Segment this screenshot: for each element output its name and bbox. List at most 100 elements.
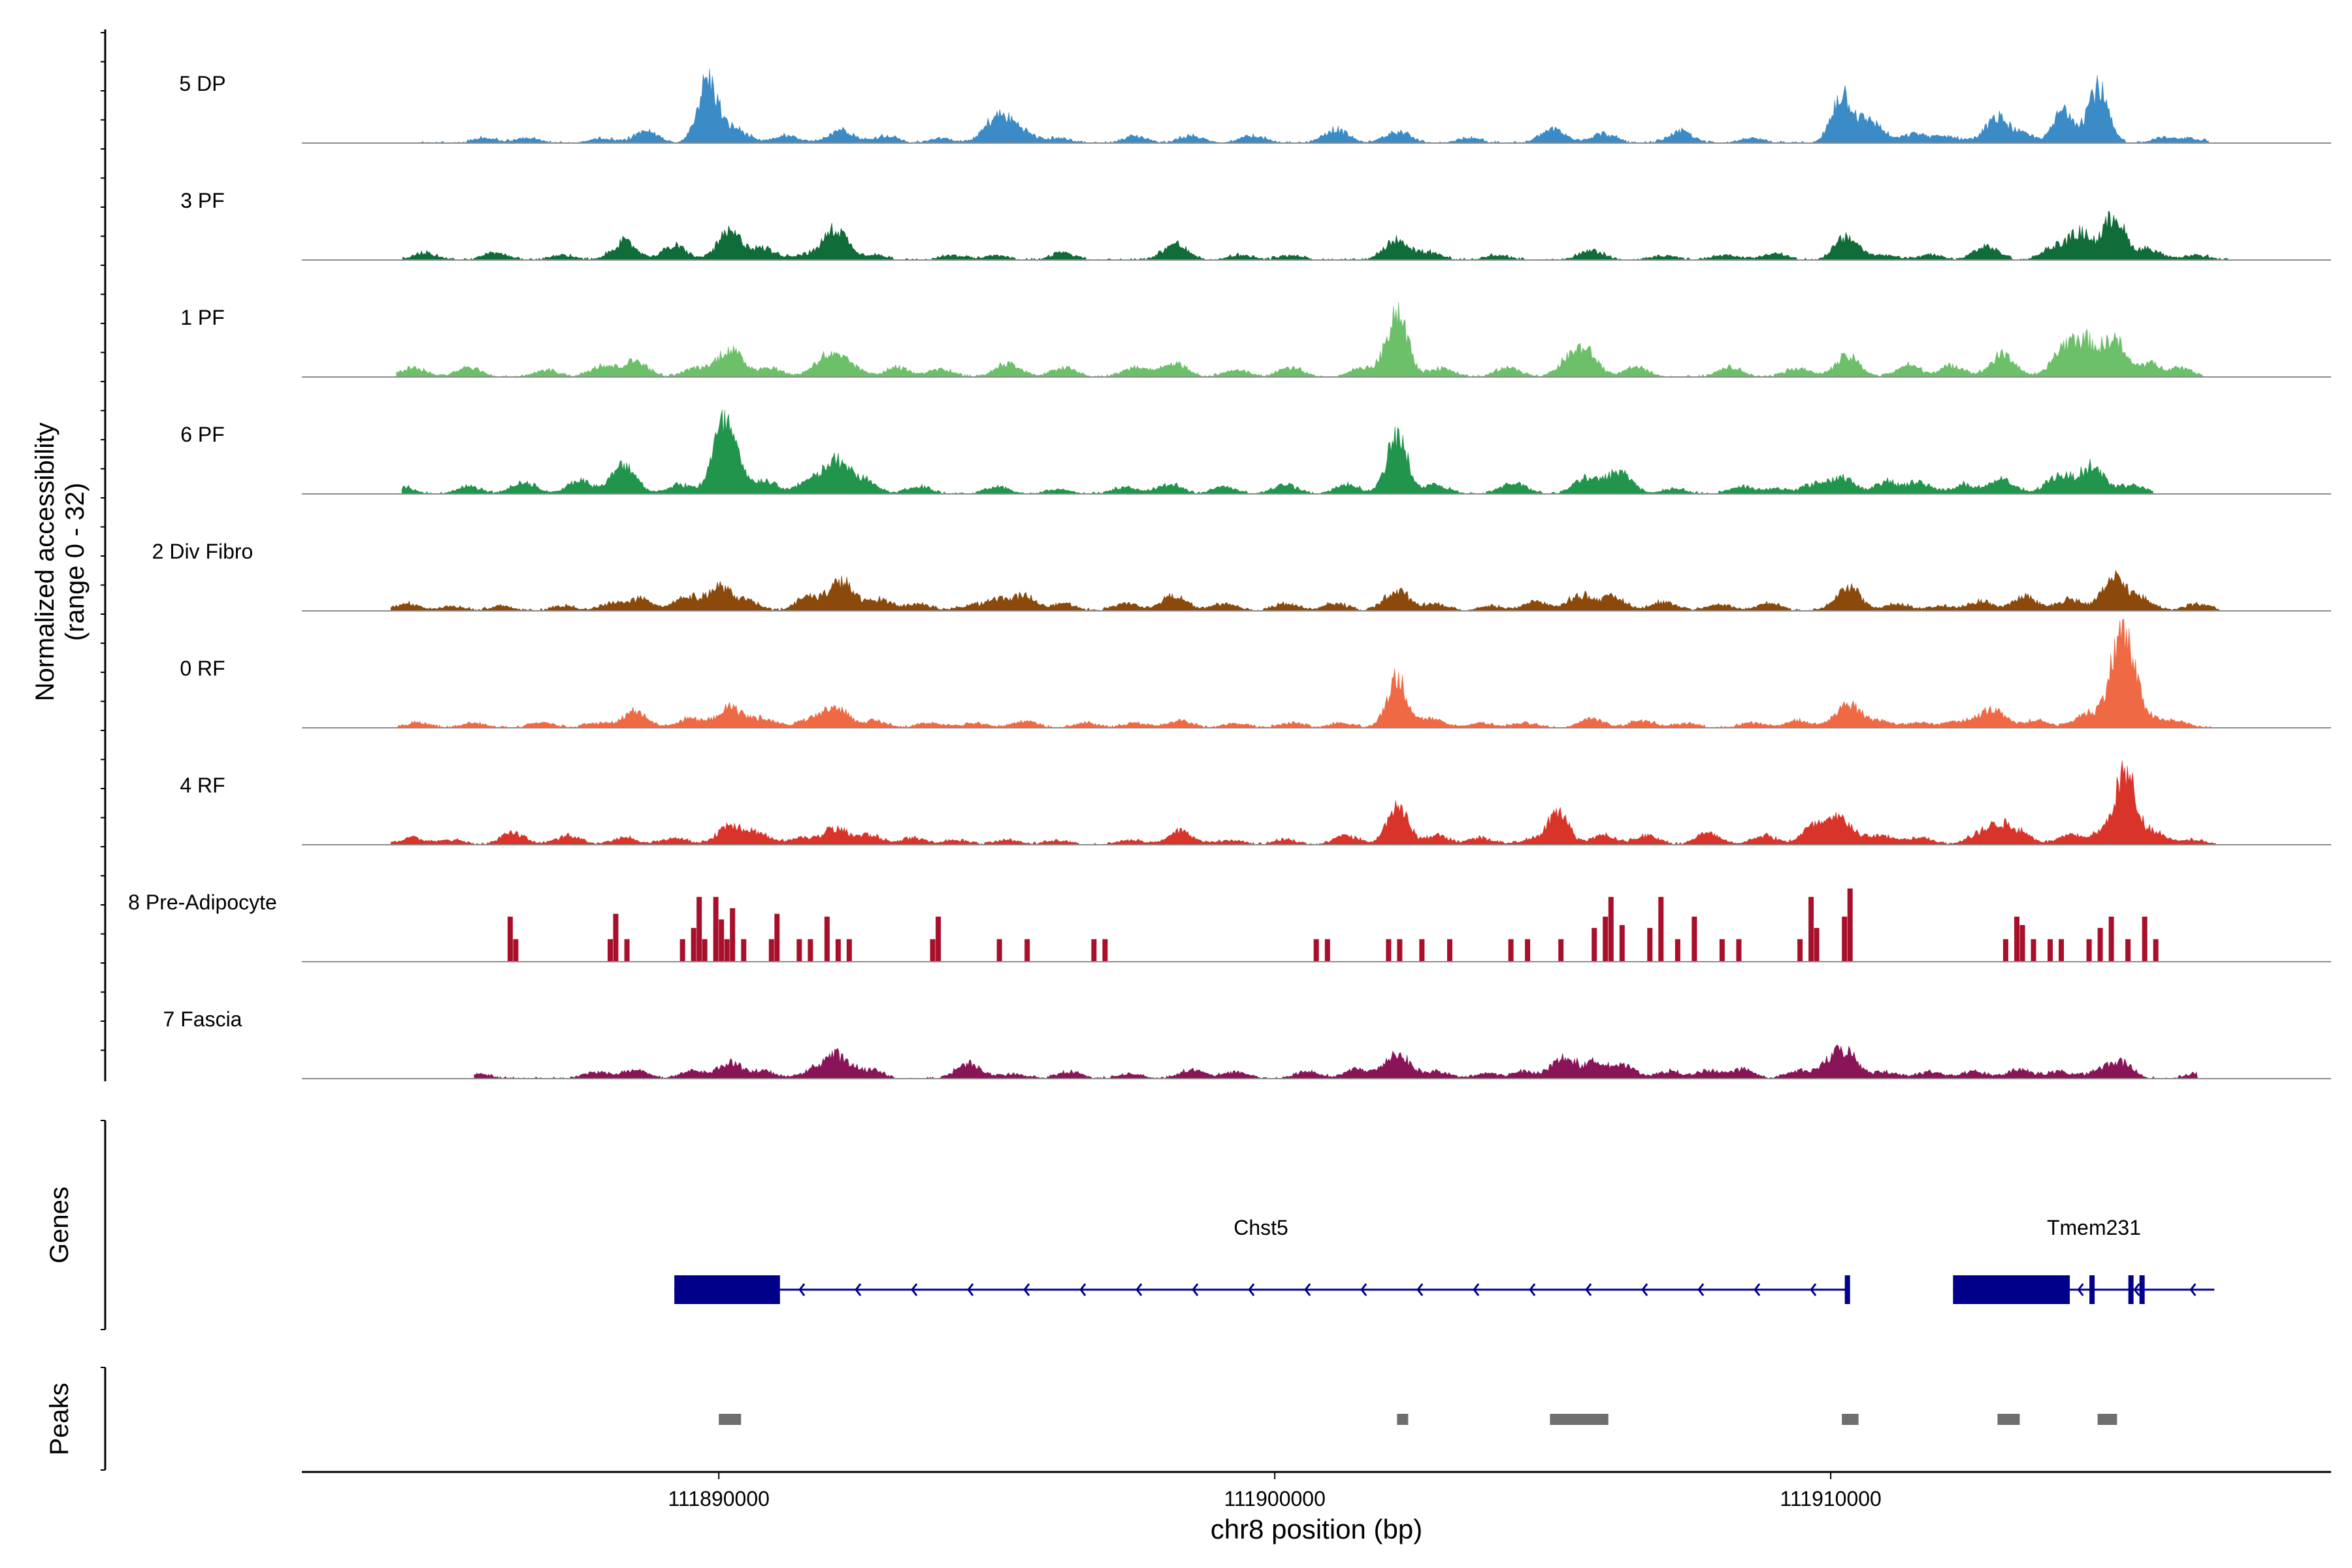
coverage-bar bbox=[2086, 939, 2092, 962]
track-8-pre-adipocyte bbox=[302, 888, 2331, 962]
coverage-bar bbox=[624, 939, 630, 962]
coverage-bar bbox=[1386, 939, 1392, 962]
coverage-bar bbox=[2031, 939, 2036, 962]
strand-arrow bbox=[2077, 1283, 2084, 1296]
gene-annotations: Chst5 Tmem231 bbox=[674, 1216, 2215, 1304]
x-axis-ticks: 111890000 111900000 111910000 bbox=[668, 1472, 1882, 1511]
peak-region bbox=[1550, 1414, 1609, 1425]
coverage-bar bbox=[679, 939, 685, 962]
peak-regions bbox=[719, 1414, 2117, 1425]
coverage-bar bbox=[1313, 939, 1319, 962]
coverage-bar bbox=[1397, 939, 1403, 962]
track-label: 7 Fascia bbox=[163, 1007, 242, 1031]
track-1-pf bbox=[302, 301, 2331, 378]
coverage-bar bbox=[1847, 888, 1853, 962]
gene-name-label: Tmem231 bbox=[2047, 1216, 2141, 1239]
coverage-bar bbox=[613, 913, 619, 962]
x-tick-label: 111910000 bbox=[1780, 1487, 1881, 1511]
track-5-dp bbox=[302, 68, 2331, 144]
coverage-bar bbox=[2108, 917, 2114, 962]
x-tick-label: 111900000 bbox=[1224, 1487, 1325, 1511]
track-label: 2 Div Fibro bbox=[152, 540, 253, 563]
coverage-tracks bbox=[302, 68, 2331, 1079]
gene-exon bbox=[1844, 1275, 1850, 1304]
coverage-bar bbox=[713, 896, 719, 962]
strand-arrow bbox=[1641, 1283, 1648, 1296]
coverage-bar bbox=[1647, 928, 1653, 962]
strand-arrow bbox=[1529, 1283, 1536, 1296]
coverage-bar bbox=[1658, 896, 1664, 962]
coverage-bar bbox=[724, 939, 730, 962]
coverage-bar bbox=[1674, 939, 1680, 962]
coverage-bar bbox=[2142, 917, 2148, 962]
coverage-bar bbox=[796, 939, 802, 962]
y-axis-title-line2: (range 0 - 32) bbox=[61, 483, 90, 641]
coverage-bar bbox=[719, 919, 725, 962]
track-0-rf bbox=[302, 619, 2331, 728]
coverage-bar bbox=[1525, 939, 1531, 962]
coverage-bar bbox=[702, 939, 708, 962]
coverage-bar bbox=[2153, 939, 2159, 962]
coverage-bar bbox=[930, 939, 936, 962]
strand-arrow bbox=[1135, 1283, 1143, 1296]
coverage-bar bbox=[1024, 939, 1030, 962]
coverage-bar bbox=[824, 917, 830, 962]
strand-arrow bbox=[1023, 1283, 1030, 1296]
coverage-bar bbox=[696, 896, 702, 962]
coverage-area bbox=[413, 68, 2210, 144]
track-6-pf bbox=[302, 410, 2331, 495]
y-axis-title-line1: Normalized accessibility bbox=[31, 423, 59, 702]
track-label: 6 PF bbox=[180, 423, 225, 446]
coverage-bar bbox=[1558, 939, 1564, 962]
genes-panel-title: Genes bbox=[45, 1186, 74, 1264]
coverage-bar bbox=[1419, 939, 1425, 962]
strand-arrow bbox=[2189, 1283, 2197, 1296]
coverage-area bbox=[395, 619, 2215, 728]
track-7-fascia bbox=[302, 1044, 2331, 1079]
gene-exon bbox=[2139, 1275, 2145, 1304]
peak-region bbox=[1397, 1414, 1409, 1425]
strand-arrow bbox=[967, 1283, 974, 1296]
strand-arrow bbox=[2133, 1283, 2140, 1296]
coverage-bar bbox=[1736, 939, 1742, 962]
track-labels: 5 DP 3 PF 1 PF 6 PF 2 Div Fibro 0 RF 4 RF 8 Pre… bbox=[128, 72, 277, 1031]
coverage-bar bbox=[1842, 917, 1848, 962]
coverage-bar bbox=[2002, 939, 2008, 962]
gene-tmem231: Tmem231 bbox=[1953, 1216, 2215, 1304]
coverage-bar bbox=[1091, 939, 1097, 962]
track-3-pf bbox=[302, 210, 2331, 261]
track-2-div-fibro bbox=[302, 569, 2331, 612]
strand-arrow bbox=[1754, 1283, 1761, 1296]
peak-region bbox=[2097, 1414, 2117, 1425]
coverage-bar bbox=[2097, 928, 2103, 962]
coverage-bar bbox=[774, 913, 780, 962]
coverage-bar bbox=[846, 939, 852, 962]
coverage-bar bbox=[1592, 928, 1597, 962]
strand-arrow bbox=[1360, 1283, 1367, 1296]
gene-chst5: Chst5 bbox=[674, 1216, 1850, 1304]
strand-arrow bbox=[798, 1283, 806, 1296]
strand-arrow bbox=[1192, 1283, 1199, 1296]
track-label: 3 PF bbox=[180, 189, 225, 212]
track-label: 8 Pre-Adipocyte bbox=[128, 890, 277, 914]
coverage-bar bbox=[1324, 939, 1330, 962]
coverage-area bbox=[401, 410, 2154, 495]
coverage-bar bbox=[996, 939, 1002, 962]
coverage-bar bbox=[507, 917, 513, 962]
coverage-bar bbox=[513, 939, 519, 962]
strand-arrow bbox=[855, 1283, 862, 1296]
strand-arrow bbox=[1416, 1283, 1424, 1296]
coverage-bar bbox=[768, 939, 774, 962]
coverage-bar bbox=[2125, 939, 2131, 962]
coverage-area bbox=[390, 760, 2220, 845]
coverage-bar bbox=[2014, 917, 2019, 962]
coverage-bar bbox=[1814, 928, 1820, 962]
gene-exon bbox=[1953, 1275, 2070, 1304]
coverage-bar bbox=[1619, 924, 1625, 962]
coverage-bar bbox=[691, 928, 696, 962]
coverage-area bbox=[396, 301, 2204, 378]
strand-arrow bbox=[911, 1283, 918, 1296]
track-label: 5 DP bbox=[179, 72, 225, 95]
track-label: 1 PF bbox=[180, 306, 225, 329]
track-label: 0 RF bbox=[180, 657, 225, 680]
